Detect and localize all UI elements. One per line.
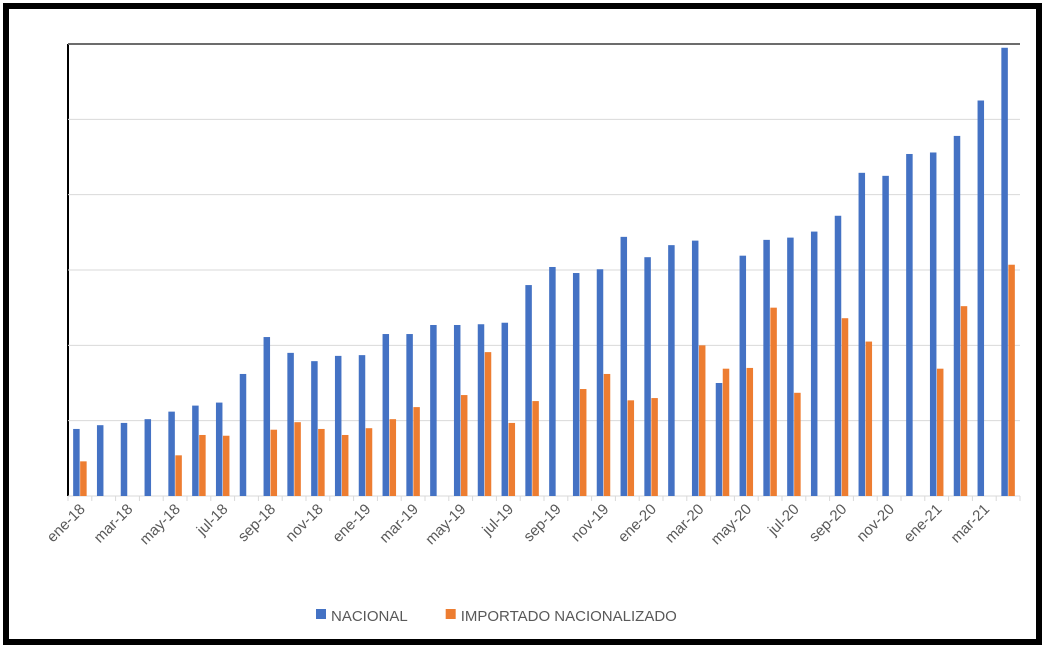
bar (120, 422, 128, 496)
bar (413, 407, 420, 496)
bar (698, 345, 706, 496)
bar (977, 100, 985, 496)
bar (532, 401, 539, 496)
bar (715, 383, 723, 496)
legend-label: NACIONAL (331, 608, 408, 625)
bar (358, 355, 366, 496)
bar (389, 419, 397, 496)
legend-label: IMPORTADO NACIONALIZADO (461, 608, 677, 625)
bar (668, 245, 675, 496)
bar (882, 175, 889, 497)
bar (192, 405, 199, 496)
bar (311, 361, 318, 496)
bar (929, 152, 937, 497)
bar (810, 231, 818, 496)
bar (770, 307, 777, 496)
bar (341, 434, 349, 496)
bar (222, 435, 230, 496)
bar (865, 341, 873, 496)
bar (603, 373, 611, 496)
bar (620, 236, 628, 496)
bar (382, 334, 390, 496)
bar (906, 153, 913, 496)
bar (651, 398, 658, 496)
bar (73, 428, 80, 496)
bar (579, 389, 587, 496)
bar (239, 373, 247, 496)
bar (406, 334, 413, 496)
bar (318, 428, 325, 496)
bar (484, 352, 492, 496)
bar (936, 368, 944, 496)
bar (477, 324, 485, 496)
bar (1001, 47, 1008, 497)
bar (644, 257, 651, 496)
bar (508, 422, 516, 496)
bar (1008, 264, 1015, 496)
bar (787, 237, 794, 496)
bar (96, 425, 104, 496)
bar (763, 239, 770, 496)
bar (453, 324, 461, 496)
bar (596, 269, 604, 496)
bar (841, 318, 849, 496)
bar (794, 392, 801, 496)
bar (168, 411, 175, 496)
bar (175, 455, 182, 496)
bar (858, 172, 866, 496)
legend-swatch (316, 609, 326, 619)
bar (960, 306, 968, 496)
bar (365, 428, 373, 496)
chart-frame (3, 3, 1042, 645)
bar (294, 422, 301, 496)
bar (80, 461, 87, 496)
bar (572, 273, 580, 496)
bar (549, 266, 556, 496)
legend-swatch (445, 609, 456, 619)
bar (144, 419, 152, 496)
bar (525, 285, 532, 496)
bar (215, 402, 223, 496)
bar (746, 367, 754, 496)
bar (460, 395, 468, 496)
bar (722, 368, 730, 496)
bar (430, 324, 437, 496)
bar (691, 240, 699, 496)
bar (501, 322, 509, 496)
bar (834, 215, 842, 496)
bar (739, 255, 747, 496)
bar (199, 434, 206, 496)
bar (627, 400, 635, 496)
bar (334, 355, 342, 496)
bar (953, 135, 961, 496)
bar (270, 429, 278, 496)
bar (263, 337, 271, 496)
bar (287, 352, 294, 496)
